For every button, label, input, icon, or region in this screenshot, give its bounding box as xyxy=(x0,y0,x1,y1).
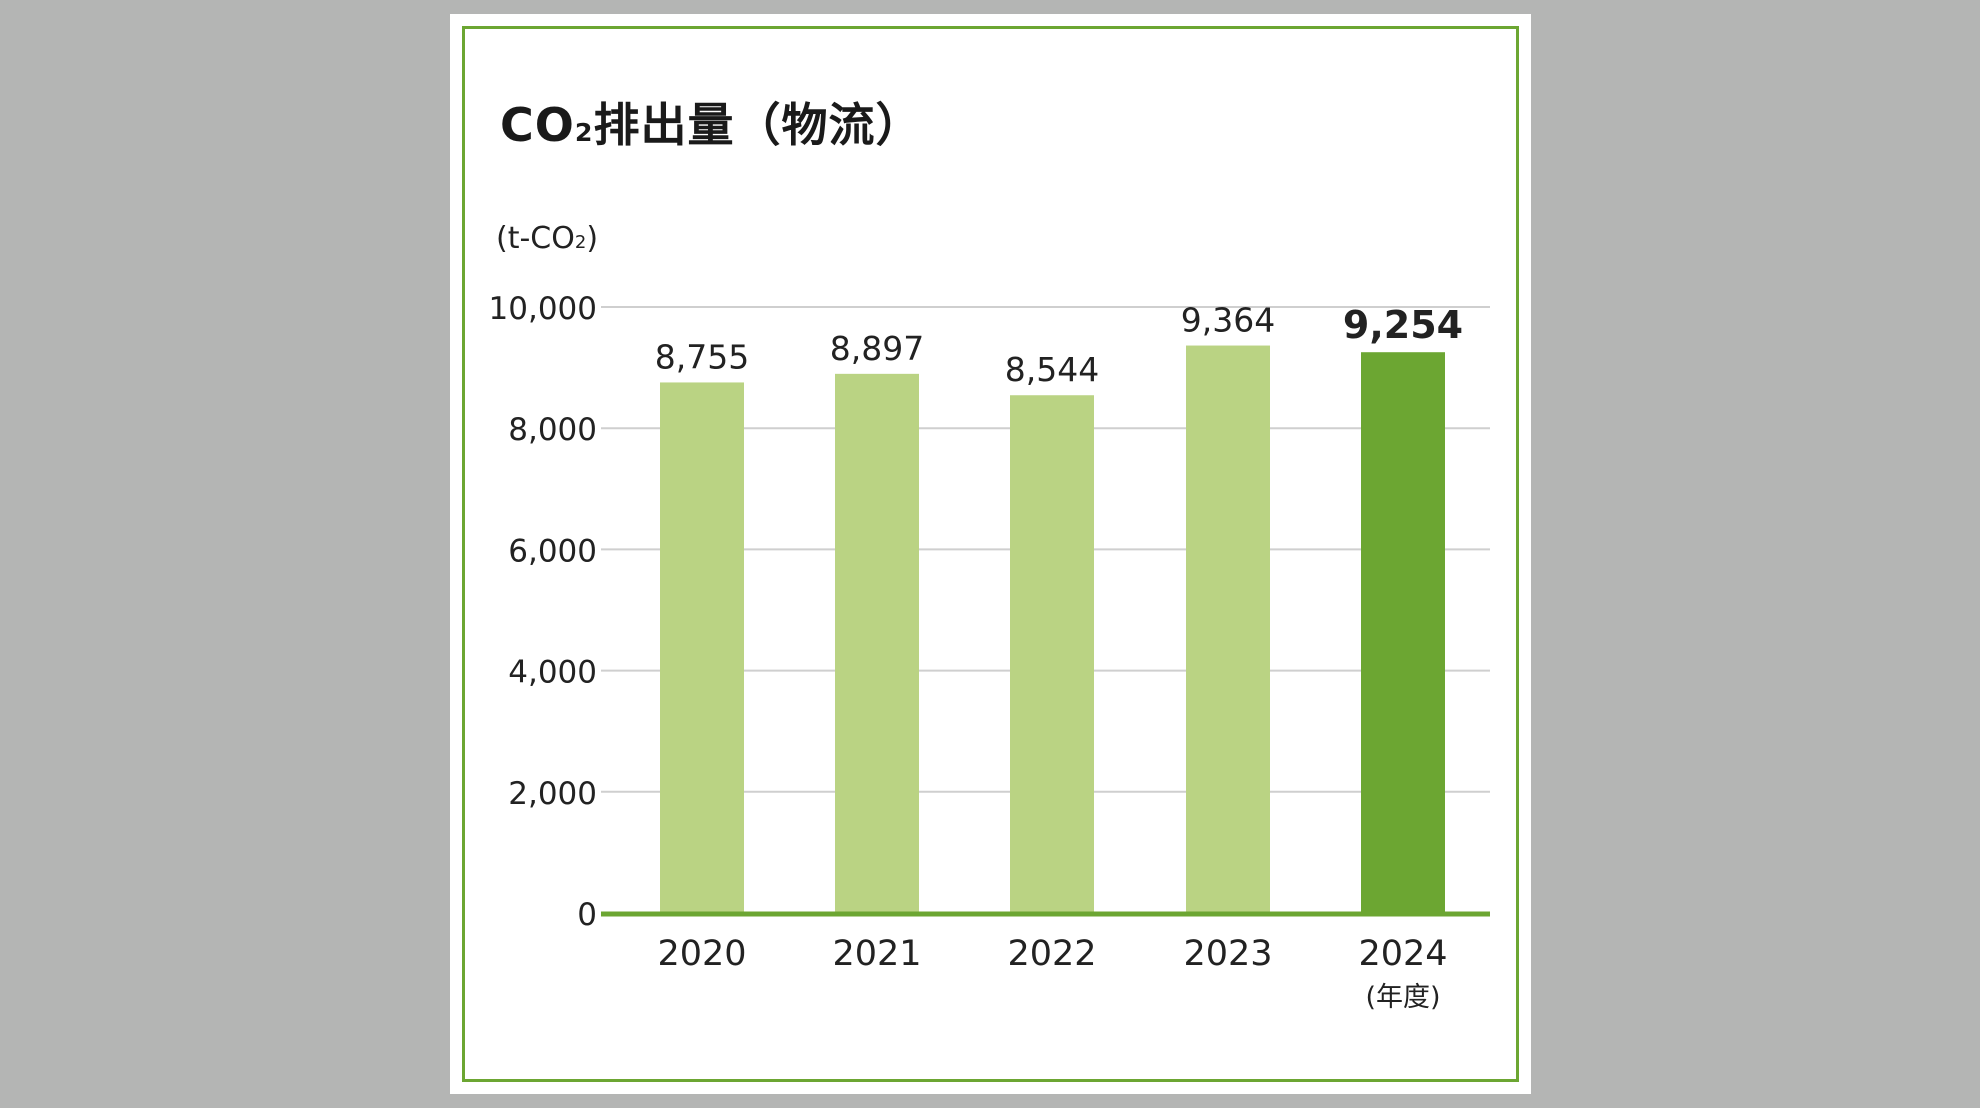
unit-subscript: 2 xyxy=(574,232,587,253)
value-label-2023: 9,364 xyxy=(1181,301,1275,340)
title-part-b: 排出量（物流） xyxy=(593,98,923,152)
bar-2023 xyxy=(1186,345,1270,913)
title-part-a: CO xyxy=(500,98,575,152)
bar-2024 xyxy=(1361,352,1445,913)
x-tick-label-2021: 2021 xyxy=(832,934,921,974)
x-tick-label-2020: 2020 xyxy=(657,934,746,974)
x-tick-label-2023: 2023 xyxy=(1183,934,1272,974)
unit-part-b: ) xyxy=(586,221,599,256)
y-tick-labels: 0 2,000 4,000 6,000 8,000 10,000 xyxy=(489,291,597,933)
unit-part-a: (t-CO xyxy=(496,221,575,256)
bar-2021 xyxy=(835,373,919,913)
value-label-2022: 8,544 xyxy=(1005,350,1099,389)
x-tick-label-2024: 2024 xyxy=(1358,934,1447,974)
x-axis-unit-label: (年度) xyxy=(1365,982,1440,1013)
chart-title: CO2排出量（物流） xyxy=(500,89,922,155)
title-subscript: 2 xyxy=(574,118,594,147)
y-tick-label: 10,000 xyxy=(489,291,597,327)
value-label-2024: 9,254 xyxy=(1343,303,1463,347)
y-axis-unit-label: (t-CO2) xyxy=(496,221,598,256)
y-tick-label: 8,000 xyxy=(508,412,597,448)
x-tick-labels: 2020 2021 2022 2023 2024 xyxy=(657,934,1447,974)
y-tick-label: 6,000 xyxy=(508,533,597,569)
y-tick-label: 2,000 xyxy=(508,776,597,812)
x-tick-label-2022: 2022 xyxy=(1007,934,1096,974)
bar-2022 xyxy=(1010,395,1094,913)
y-tick-label: 0 xyxy=(577,897,597,933)
y-tick-label: 4,000 xyxy=(508,655,597,691)
value-labels: 8,755 8,897 8,544 9,364 9,254 xyxy=(655,301,1463,390)
value-label-2021: 8,897 xyxy=(830,329,924,368)
chart-card: CO2排出量（物流） (t-CO2) 0 2,000 4,000 6,000 8,000… xyxy=(450,14,1531,1094)
chart-frame xyxy=(462,26,1519,1082)
value-label-2020: 8,755 xyxy=(655,337,749,376)
bar-2020 xyxy=(660,382,744,913)
bars xyxy=(660,345,1445,913)
